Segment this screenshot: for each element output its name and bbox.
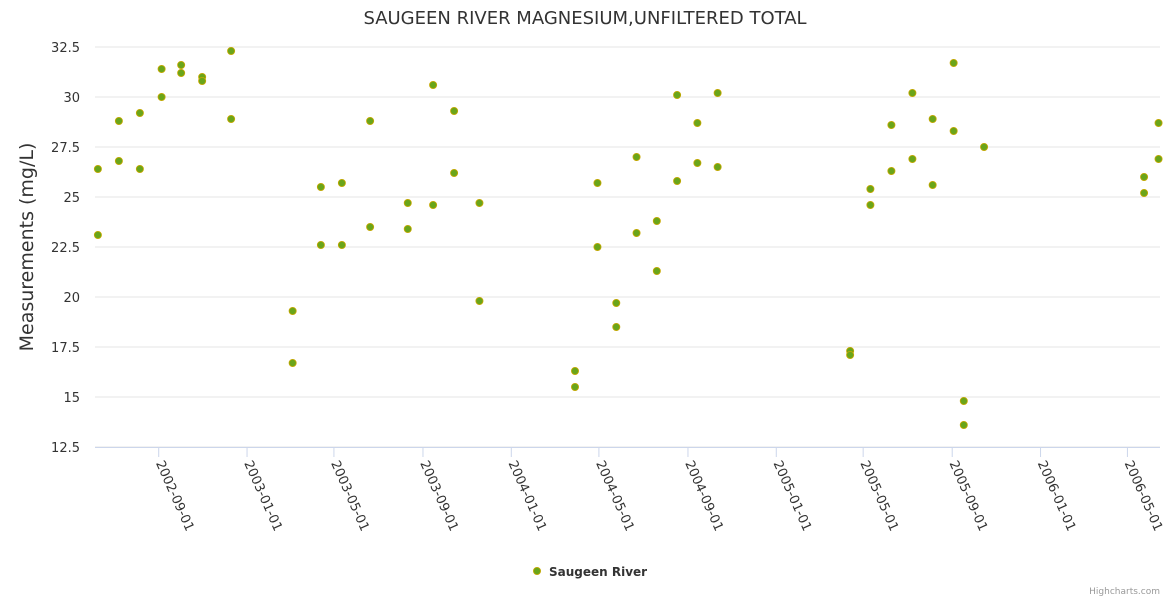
data-point[interactable] <box>693 119 702 128</box>
data-point[interactable] <box>928 115 937 124</box>
data-point[interactable] <box>652 216 661 225</box>
data-point[interactable] <box>1140 188 1149 197</box>
data-point[interactable] <box>713 162 722 171</box>
series-saugeen-river <box>93 47 1163 429</box>
data-point[interactable] <box>612 322 621 331</box>
chart-title: SAUGEEN RIVER MAGNESIUM,UNFILTERED TOTAL <box>363 8 806 29</box>
data-point[interactable] <box>866 200 875 209</box>
data-point[interactable] <box>227 47 236 56</box>
data-point[interactable] <box>571 366 580 375</box>
data-point[interactable] <box>980 142 989 151</box>
data-point[interactable] <box>571 382 580 391</box>
x-tick-label: 2005-09-01 <box>946 459 990 534</box>
y-axis-label: Measurements (mg/L) <box>16 143 38 352</box>
data-point[interactable] <box>450 107 459 116</box>
y-tick-label: 17.5 <box>51 341 80 356</box>
y-tick-label: 27.5 <box>51 141 80 156</box>
x-tick-label: 2005-01-01 <box>770 459 814 534</box>
data-point[interactable] <box>366 222 375 231</box>
y-tick-label: 12.5 <box>51 441 80 456</box>
data-point[interactable] <box>288 358 297 367</box>
data-point[interactable] <box>93 164 102 173</box>
data-point[interactable] <box>887 166 896 175</box>
data-point[interactable] <box>177 61 186 70</box>
data-point[interactable] <box>908 154 917 163</box>
data-point[interactable] <box>403 198 412 207</box>
x-tick-label: 2002-09-01 <box>152 459 196 534</box>
data-point[interactable] <box>337 240 346 249</box>
x-tick-label: 2003-01-01 <box>240 459 284 534</box>
data-point[interactable] <box>949 59 958 68</box>
data-point[interactable] <box>450 168 459 177</box>
data-point[interactable] <box>198 77 207 86</box>
data-point[interactable] <box>593 178 602 187</box>
data-point[interactable] <box>846 350 855 359</box>
data-point[interactable] <box>652 266 661 275</box>
y-axis-ticks: 12.5 15 17.5 20 22.5 25 27.5 30 32.5 <box>51 41 80 456</box>
y-tick-label: 32.5 <box>51 41 80 56</box>
data-point[interactable] <box>928 180 937 189</box>
data-point[interactable] <box>114 117 123 126</box>
y-tick-label: 25 <box>63 191 80 206</box>
x-tick-label: 2006-05-01 <box>1121 459 1165 534</box>
data-point[interactable] <box>1154 119 1163 128</box>
y-tick-label: 15 <box>63 391 80 406</box>
data-point[interactable] <box>866 184 875 193</box>
credits-link[interactable]: Highcharts.com <box>1089 587 1160 597</box>
data-point[interactable] <box>475 198 484 207</box>
x-tick-label: 2004-01-01 <box>505 459 549 534</box>
data-point[interactable] <box>673 91 682 100</box>
x-tick-label: 2006-01-01 <box>1034 459 1078 534</box>
legend[interactable]: Saugeen River <box>533 565 647 579</box>
y-tick-label: 22.5 <box>51 241 80 256</box>
data-point[interactable] <box>227 115 236 124</box>
data-point[interactable] <box>887 121 896 130</box>
data-point[interactable] <box>429 81 438 90</box>
data-point[interactable] <box>949 127 958 136</box>
y-tick-label: 30 <box>63 91 80 106</box>
x-tick-label: 2005-05-01 <box>857 459 901 534</box>
data-point[interactable] <box>403 224 412 233</box>
x-tick-label: 2003-05-01 <box>327 459 371 534</box>
data-point[interactable] <box>135 164 144 173</box>
data-point[interactable] <box>366 117 375 126</box>
data-point[interactable] <box>316 240 325 249</box>
data-point[interactable] <box>177 69 186 78</box>
data-point[interactable] <box>1154 154 1163 163</box>
data-point[interactable] <box>475 296 484 305</box>
data-point[interactable] <box>612 298 621 307</box>
data-point[interactable] <box>337 178 346 187</box>
data-point[interactable] <box>593 242 602 251</box>
data-point[interactable] <box>135 109 144 118</box>
data-point[interactable] <box>959 420 968 429</box>
x-axis-ticks: 2002-09-01 2003-01-01 2003-05-01 2003-09-01… <box>152 447 1165 534</box>
data-point[interactable] <box>1140 172 1149 181</box>
data-point[interactable] <box>429 200 438 209</box>
data-point[interactable] <box>693 158 702 167</box>
data-point[interactable] <box>157 93 166 102</box>
data-point[interactable] <box>288 306 297 315</box>
legend-marker-icon <box>533 567 542 576</box>
data-point[interactable] <box>908 89 917 98</box>
legend-item-label[interactable]: Saugeen River <box>549 565 647 579</box>
x-tick-label: 2004-05-01 <box>592 459 636 534</box>
data-point[interactable] <box>157 65 166 74</box>
data-point[interactable] <box>959 396 968 405</box>
data-point[interactable] <box>93 230 102 239</box>
x-tick-label: 2003-09-01 <box>416 459 460 534</box>
data-point[interactable] <box>114 156 123 165</box>
grid-lines <box>95 46 1160 448</box>
data-point[interactable] <box>632 152 641 161</box>
data-point[interactable] <box>713 89 722 98</box>
data-point[interactable] <box>673 176 682 185</box>
y-tick-label: 20 <box>63 291 80 306</box>
data-point[interactable] <box>632 228 641 237</box>
data-point[interactable] <box>316 182 325 191</box>
x-tick-label: 2004-09-01 <box>681 459 725 534</box>
